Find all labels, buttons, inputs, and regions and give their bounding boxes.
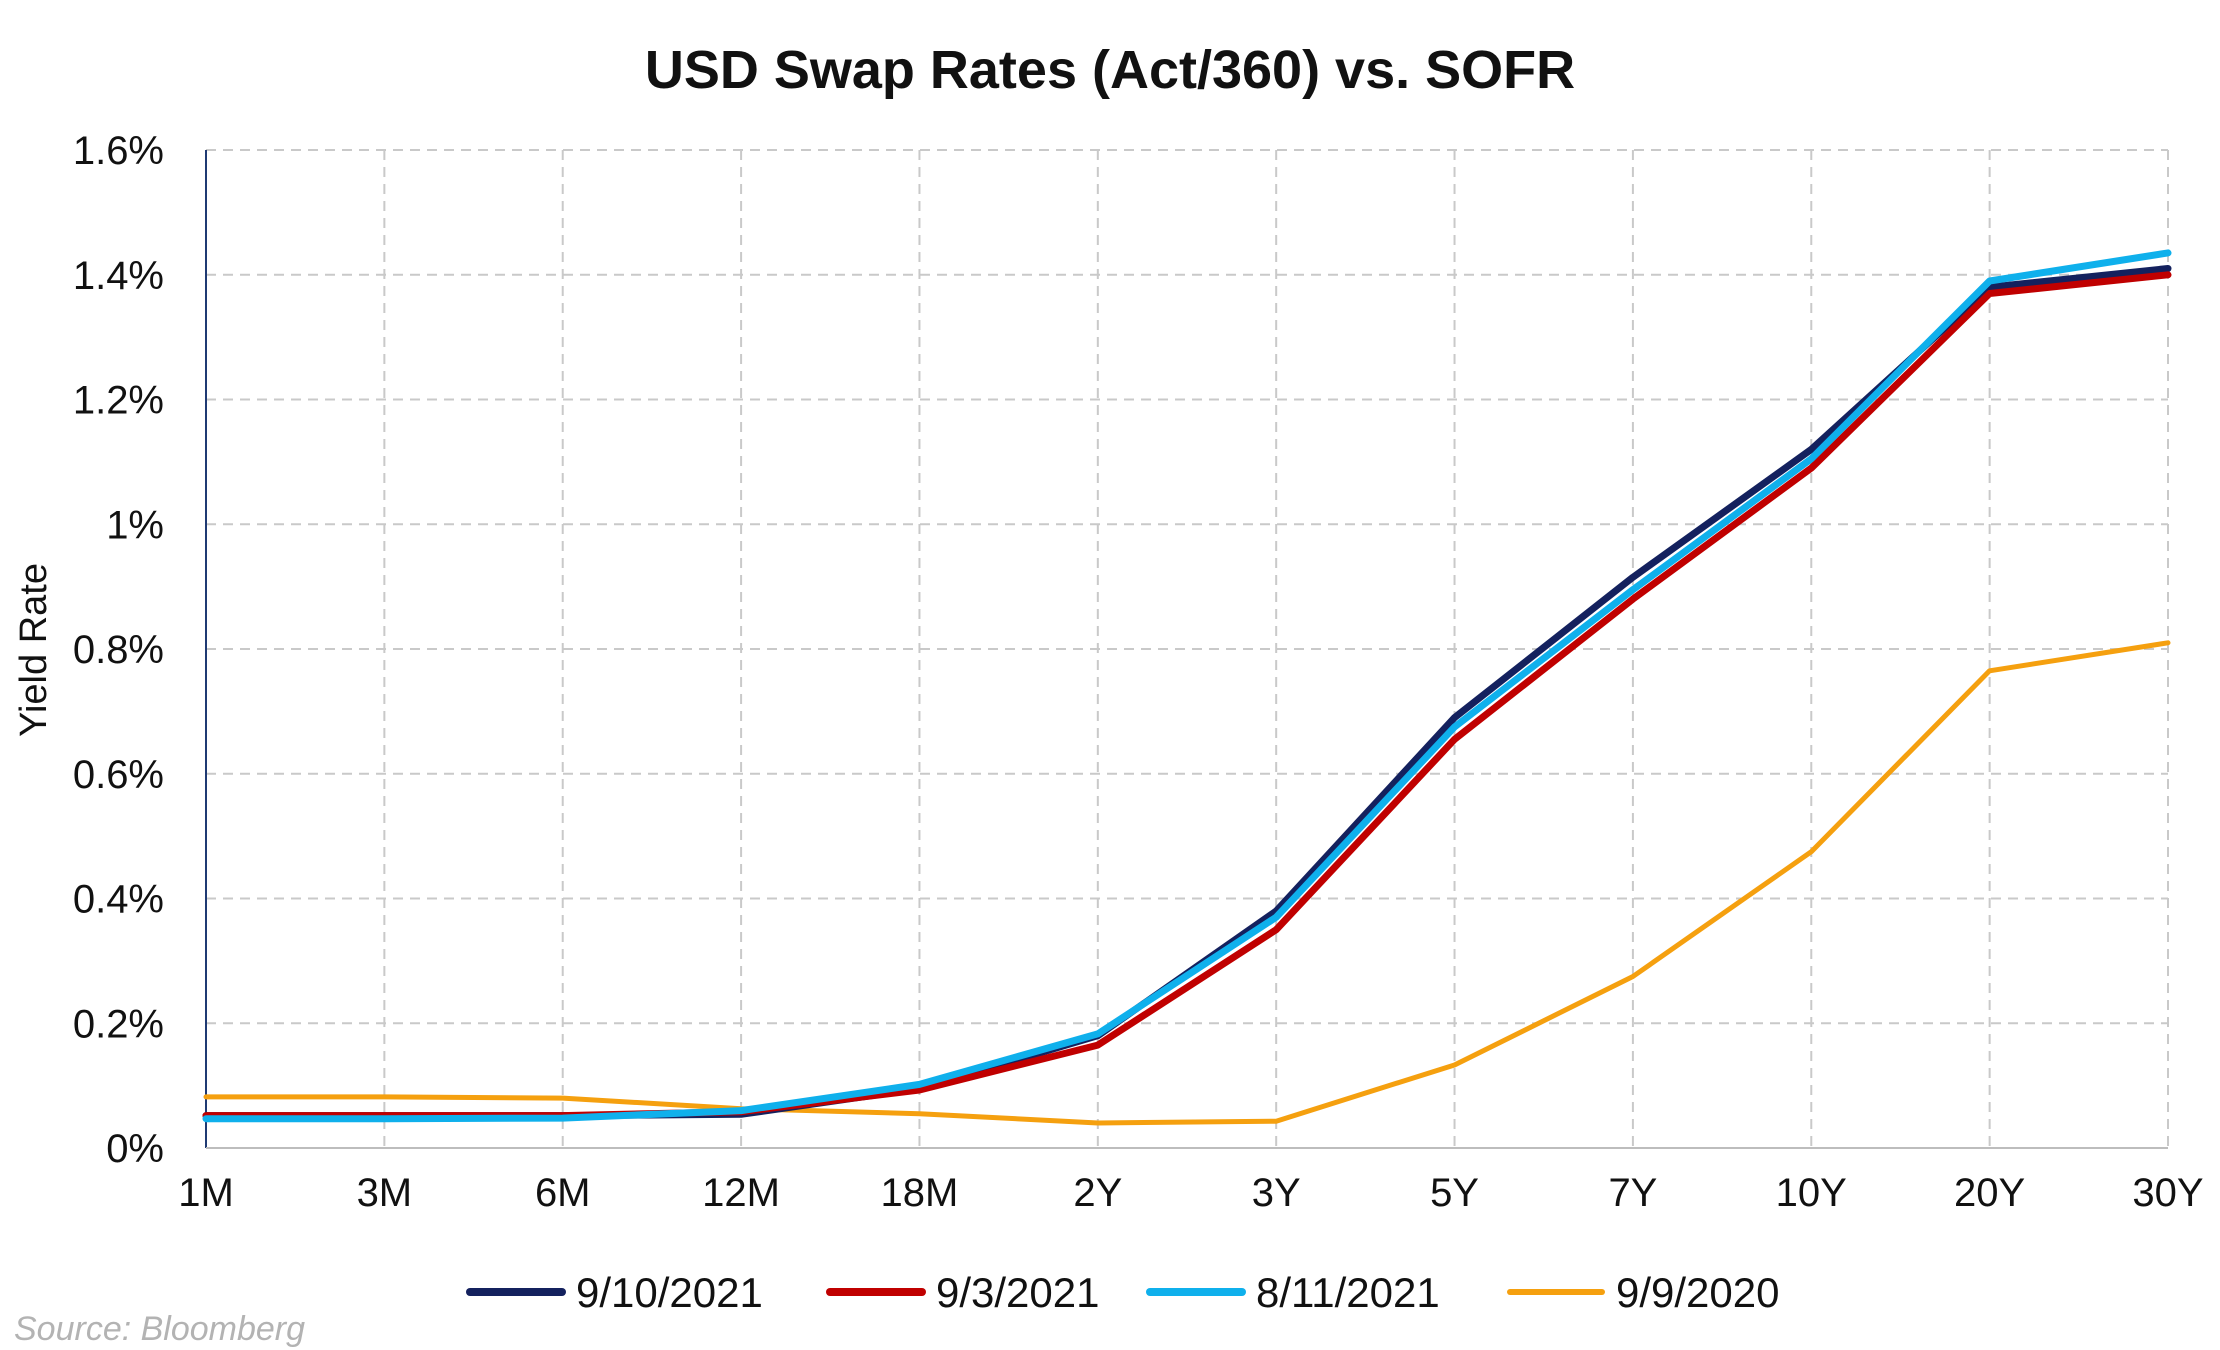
y-tick-label: 1.4% — [73, 254, 164, 298]
source-note: Source: Bloomberg — [14, 1310, 305, 1348]
y-tick-label: 0.4% — [73, 878, 164, 922]
x-tick-label: 30Y — [2132, 1171, 2203, 1215]
series-line-8-11-2021 — [202, 249, 2172, 1123]
y-tick-label: 0% — [106, 1127, 164, 1171]
x-tick-label: 10Y — [1776, 1171, 1847, 1215]
x-tick-label: 1M — [178, 1171, 234, 1215]
y-tick-label: 1.6% — [73, 129, 164, 173]
legend-item: 8/11/2021 — [1146, 1269, 1440, 1316]
legend-item: 9/9/2020 — [1507, 1269, 1780, 1316]
legend-label: 9/10/2021 — [576, 1269, 763, 1316]
x-axis-ticks: 1M 3M 6M 12M 18M 2Y 3Y 5Y 7Y 10Y 20Y 30Y — [178, 1171, 2203, 1215]
y-axis-label: Yield Rate — [13, 563, 55, 737]
x-tick-label: 3M — [357, 1171, 413, 1215]
legend-label: 9/9/2020 — [1616, 1269, 1780, 1316]
legend: 9/10/2021 9/3/2021 8/11/2021 9/9/2020 — [466, 1269, 1780, 1316]
x-tick-label: 5Y — [1430, 1171, 1479, 1215]
x-tick-label: 12M — [702, 1171, 780, 1215]
y-tick-label: 0.8% — [73, 628, 164, 672]
series-lines — [202, 249, 2172, 1126]
legend-item: 9/3/2021 — [826, 1269, 1100, 1316]
y-axis-ticks: 0% 0.2% 0.4% 0.6% 0.8% 1% 1.2% 1.4% 1.6% — [73, 129, 164, 1171]
y-tick-label: 0.6% — [73, 753, 164, 797]
legend-item: 9/10/2021 — [466, 1269, 763, 1316]
x-tick-label: 2Y — [1073, 1171, 1122, 1215]
legend-label: 8/11/2021 — [1256, 1269, 1440, 1316]
y-tick-label: 1.2% — [73, 379, 164, 423]
gridlines — [206, 149, 2169, 1148]
series-line-9-9-2020 — [203, 640, 2171, 1126]
axes — [205, 150, 2168, 1149]
chart-title: USD Swap Rates (Act/360) vs. SOFR — [645, 40, 1575, 100]
x-tick-label: 3Y — [1252, 1171, 1301, 1215]
x-tick-label: 20Y — [1954, 1171, 2025, 1215]
y-tick-label: 1% — [106, 503, 164, 547]
legend-label: 9/3/2021 — [936, 1269, 1100, 1316]
x-tick-label: 6M — [535, 1171, 591, 1215]
x-tick-label: 7Y — [1608, 1171, 1657, 1215]
x-tick-label: 18M — [881, 1171, 959, 1215]
y-tick-label: 0.2% — [73, 1002, 164, 1046]
